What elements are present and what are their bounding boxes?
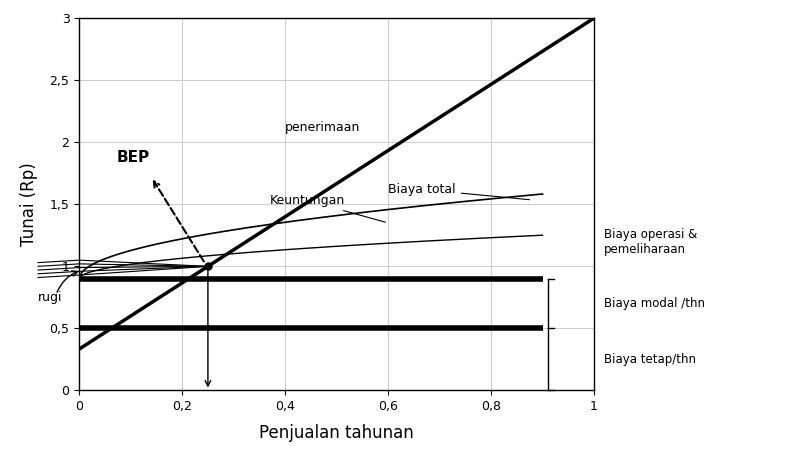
Y-axis label: Tunai (Rp): Tunai (Rp) <box>21 163 38 246</box>
Text: Biaya modal /thn: Biaya modal /thn <box>604 297 706 310</box>
Text: BEP: BEP <box>116 150 150 165</box>
X-axis label: Penjualan tahunan: Penjualan tahunan <box>259 424 414 442</box>
Text: Biaya total: Biaya total <box>388 183 530 200</box>
Text: Keuntungan: Keuntungan <box>269 194 386 222</box>
Text: penerimaan: penerimaan <box>285 121 360 134</box>
Text: Biaya operasi &
pemeliharaan: Biaya operasi & pemeliharaan <box>604 227 698 256</box>
Text: rugi: rugi <box>38 291 63 304</box>
Text: Biaya tetap/thn: Biaya tetap/thn <box>604 353 696 366</box>
